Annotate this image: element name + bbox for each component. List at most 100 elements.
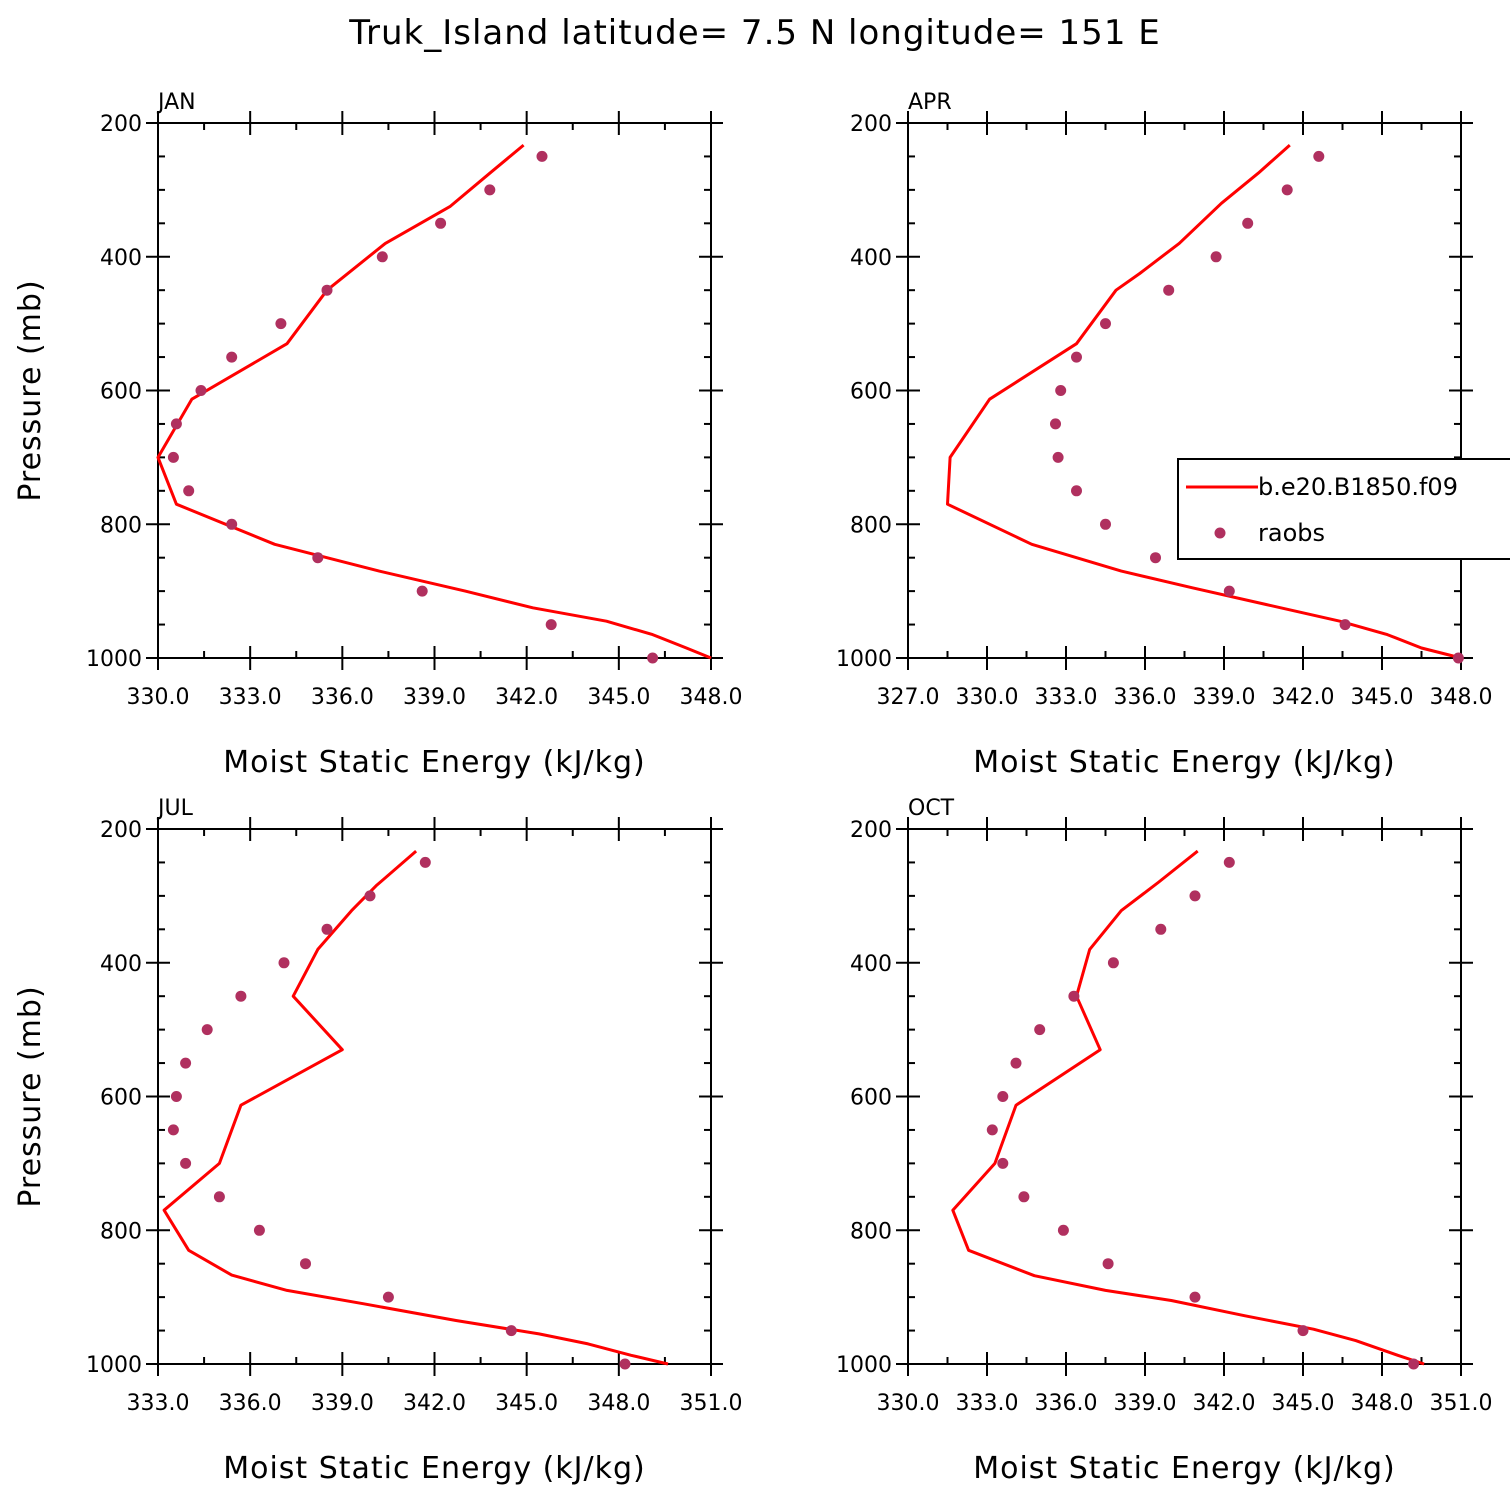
obs-point: [321, 923, 333, 935]
x-tick-label: 348.0: [1351, 1391, 1414, 1416]
obs-point: [167, 1124, 179, 1136]
y-tick-label: 800: [850, 513, 892, 538]
obs-point: [1102, 1258, 1114, 1270]
obs-point: [195, 385, 207, 396]
obs-point: [1055, 385, 1067, 396]
x-axis-label: Moist Static Energy (kJ/kg): [223, 745, 646, 780]
y-tick-label: 600: [100, 380, 142, 405]
y-tick-label: 600: [850, 380, 892, 405]
obs-point: [376, 251, 388, 263]
x-tick-label: 345.0: [587, 685, 650, 710]
legend-label-model: b.e20.B1850.f09: [1258, 473, 1458, 501]
x-tick-label: 342.0: [495, 685, 558, 710]
x-tick-label: 327.0: [877, 685, 940, 710]
x-tick-label: 342.0: [403, 1391, 466, 1416]
obs-point: [1100, 518, 1111, 530]
legend-marker-swatch: [1214, 527, 1226, 539]
plot-frame: [907, 122, 1462, 659]
obs-point: [986, 1124, 998, 1136]
obs-point: [382, 1291, 394, 1303]
obs-point: [235, 990, 247, 1002]
x-axis-label: Moist Static Energy (kJ/kg): [223, 1451, 646, 1486]
x-tick-label: 336.0: [1035, 1391, 1098, 1416]
obs-point: [167, 451, 179, 463]
obs-point: [1100, 318, 1111, 330]
panel-jan: JAN 200 400 600 800 1000 330.0 333.0 336.0 339.0 3…: [13, 90, 742, 780]
obs-point: [1052, 451, 1064, 463]
obs-point: [183, 485, 195, 497]
obs-point: [1050, 418, 1061, 430]
obs-point: [300, 1258, 311, 1270]
obs-point: [1223, 856, 1235, 868]
obs-point: [275, 318, 287, 330]
obs-point: [312, 552, 324, 564]
obs-point: [647, 652, 659, 664]
obs-point: [1071, 485, 1082, 497]
x-tick-label: 348.0: [587, 1391, 650, 1416]
obs-point: [1057, 1224, 1069, 1236]
panel-title: JAN: [156, 90, 196, 115]
x-tick-label: 333.0: [1035, 685, 1098, 710]
series-line-model: [156, 143, 712, 660]
obs-point: [1452, 652, 1464, 664]
obs-point: [1155, 923, 1167, 935]
x-tick-label: 333.0: [219, 685, 282, 710]
obs-point: [1163, 284, 1175, 296]
y-tick-label: 600: [100, 1086, 142, 1111]
x-tick-label: 339.0: [311, 1391, 374, 1416]
obs-point: [253, 1224, 265, 1236]
legend-label-obs: raobs: [1258, 519, 1325, 547]
obs-point: [1313, 150, 1325, 162]
panel-title: APR: [908, 90, 952, 115]
obs-point: [1339, 619, 1351, 631]
y-tick-label: 1000: [836, 1353, 892, 1378]
obs-point: [1408, 1358, 1420, 1370]
obs-point: [364, 890, 376, 902]
legend-box: [1177, 458, 1510, 560]
obs-point: [505, 1325, 517, 1337]
panel-jul: JUL 200 400 600 800 1000 333.0 336.0 339.0 342.0 3…: [13, 796, 742, 1486]
panel-apr: APR 200 400 600 800 1000 327.0 330.0 333.0 336.0 3…: [836, 90, 1492, 780]
panel-title: OCT: [908, 796, 955, 821]
y-tick-label: 1000: [836, 647, 892, 672]
figure-title: Truk_Island latitude= 7.5 N longitude= 1…: [348, 13, 1161, 53]
x-tick-label: 351.0: [1430, 1391, 1493, 1416]
y-axis-label: Pressure (mb): [13, 985, 48, 1207]
x-tick-label: 339.0: [1193, 685, 1256, 710]
x-tick-label: 342.0: [1272, 685, 1335, 710]
obs-point: [1242, 217, 1254, 229]
x-axis-label: Moist Static Energy (kJ/kg): [973, 745, 1396, 780]
series-line-model: [946, 143, 1462, 660]
obs-point: [1223, 585, 1235, 597]
obs-point: [321, 284, 333, 296]
y-tick-label: 400: [850, 246, 892, 271]
plot-frame: [157, 828, 712, 1365]
obs-point: [416, 585, 428, 597]
obs-point: [1210, 251, 1222, 263]
y-tick-label: 600: [850, 1086, 892, 1111]
obs-point: [201, 1024, 213, 1036]
x-axis-label: Moist Static Energy (kJ/kg): [973, 1451, 1396, 1486]
obs-point: [435, 217, 447, 229]
obs-point: [1010, 1057, 1022, 1069]
y-tick-label: 200: [850, 112, 892, 137]
x-tick-label: 348.0: [1430, 685, 1493, 710]
x-tick-label: 333.0: [956, 1391, 1019, 1416]
x-tick-label: 345.0: [1351, 685, 1414, 710]
y-tick-label: 400: [100, 952, 142, 977]
y-tick-label: 400: [850, 952, 892, 977]
y-tick-label: 200: [850, 818, 892, 843]
obs-point: [619, 1358, 631, 1370]
obs-point: [1189, 1291, 1201, 1303]
y-tick-label: 1000: [86, 647, 142, 672]
obs-point: [226, 351, 238, 363]
y-tick-label: 200: [100, 112, 142, 137]
plot-frame: [907, 828, 1462, 1365]
x-tick-label: 330.0: [127, 685, 190, 710]
x-tick-label: 342.0: [1193, 1391, 1256, 1416]
x-tick-label: 333.0: [127, 1391, 190, 1416]
x-tick-label: 351.0: [680, 1391, 743, 1416]
y-tick-label: 800: [100, 1219, 142, 1244]
obs-point: [484, 184, 496, 196]
series-line-model: [951, 849, 1425, 1366]
